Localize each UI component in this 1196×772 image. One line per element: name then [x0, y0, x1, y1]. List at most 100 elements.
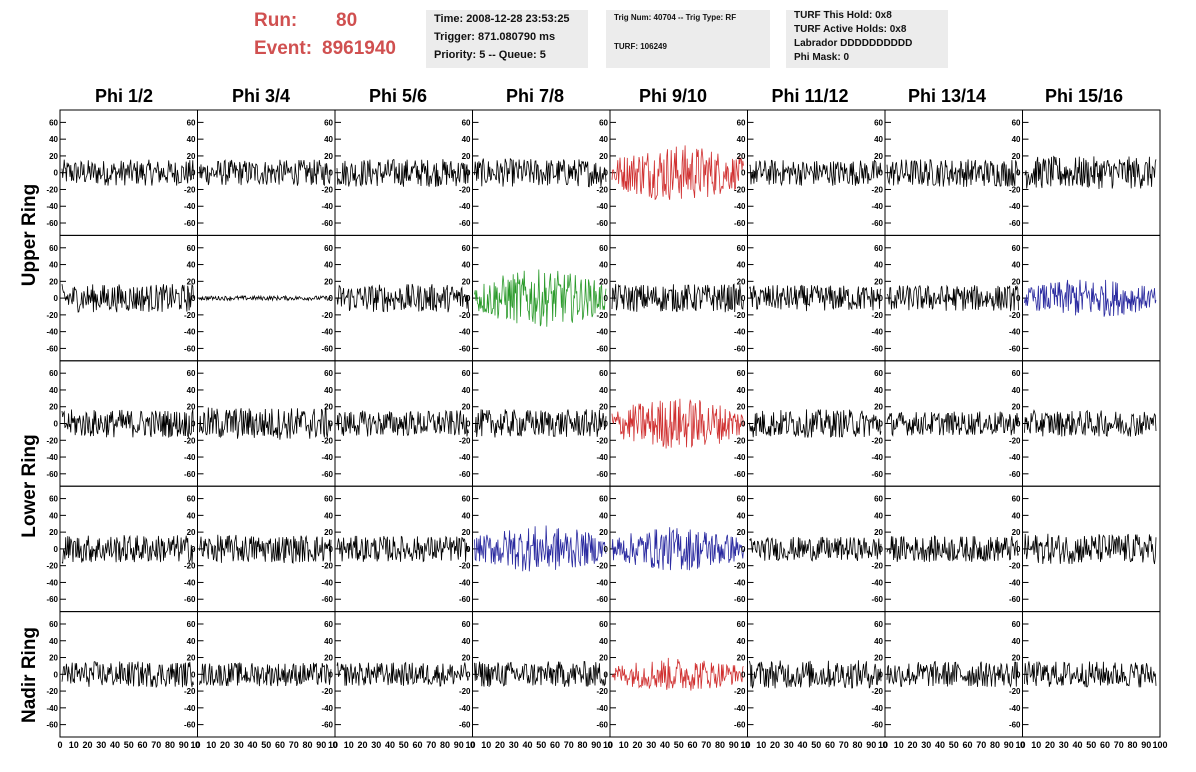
y-tick-label: 60 — [874, 244, 883, 253]
waveform-trace — [611, 657, 744, 691]
y-tick-label: -60 — [46, 219, 58, 228]
x-tick-label: 30 — [1059, 740, 1069, 750]
turf-hold-text: TURF This Hold: 0x8 — [794, 10, 892, 21]
y-tick-label: 60 — [49, 495, 58, 504]
y-tick-label: 20 — [187, 528, 196, 537]
y-tick-label: 0 — [741, 670, 746, 679]
x-tick-label: 30 — [921, 740, 931, 750]
y-tick-label: -40 — [871, 453, 883, 462]
y-tick-label: 60 — [874, 495, 883, 504]
col-title-phi-15-16: Phi 15/16 — [1044, 86, 1124, 106]
y-tick-label: -40 — [871, 704, 883, 713]
y-tick-label: 40 — [1012, 386, 1021, 395]
y-tick-label: -40 — [321, 328, 333, 337]
run-label: Run: — [254, 10, 298, 31]
y-tick-label: 0 — [191, 670, 196, 679]
y-tick-label: 20 — [49, 654, 58, 663]
x-tick-label: 10 — [740, 740, 750, 750]
x-tick-label: 30 — [509, 740, 519, 750]
y-tick-label: -20 — [1009, 185, 1021, 194]
y-tick-label: 40 — [599, 386, 608, 395]
x-tick-label: 40 — [660, 740, 670, 750]
y-tick-label: 20 — [599, 528, 608, 537]
y-tick-label: -60 — [184, 344, 196, 353]
y-tick-label: 60 — [462, 118, 471, 127]
waveform-trace — [199, 662, 332, 687]
y-tick-label: -40 — [734, 328, 746, 337]
y-tick-label: -40 — [734, 453, 746, 462]
y-tick-label: -20 — [871, 185, 883, 194]
y-tick-label: -60 — [459, 595, 471, 604]
y-tick-label: 0 — [466, 670, 471, 679]
y-tick-label: 0 — [879, 294, 884, 303]
y-tick-label: 40 — [599, 261, 608, 270]
y-tick-label: 40 — [324, 511, 333, 520]
waveform-trace — [199, 407, 332, 440]
panel-frame — [197, 109, 336, 236]
x-tick-label: 20 — [1045, 740, 1055, 750]
x-tick-label: 30 — [234, 740, 244, 750]
y-tick-label: 60 — [737, 244, 746, 253]
y-tick-label: 20 — [874, 654, 883, 663]
y-tick-label: 40 — [187, 637, 196, 646]
y-tick-label: 0 — [879, 420, 884, 429]
x-tick-label: 40 — [385, 740, 395, 750]
x-tick-label: 30 — [371, 740, 381, 750]
x-tick-label: 70 — [976, 740, 986, 750]
x-tick-label: 90 — [454, 740, 464, 750]
y-tick-label: 40 — [874, 261, 883, 270]
y-tick-label: 20 — [874, 152, 883, 161]
y-tick-label: -60 — [1009, 595, 1021, 604]
y-tick-label: 0 — [879, 169, 884, 178]
y-tick-label: 0 — [879, 670, 884, 679]
y-tick-label: 0 — [1016, 294, 1021, 303]
y-tick-label: -40 — [459, 202, 471, 211]
y-tick-label: -40 — [1009, 578, 1021, 587]
y-tick-label: -40 — [184, 453, 196, 462]
y-tick-label: -20 — [184, 687, 196, 696]
y-tick-label: 0 — [1016, 545, 1021, 554]
x-tick-label: 0 — [1020, 740, 1025, 750]
waveform-trace — [474, 269, 607, 327]
x-tick-label: 70 — [289, 740, 299, 750]
x-tick-label: 70 — [564, 740, 574, 750]
y-tick-label: -40 — [1009, 704, 1021, 713]
col-title-phi-9-10: Phi 9/10 — [638, 86, 708, 106]
y-tick-label: 40 — [49, 386, 58, 395]
y-tick-label: 40 — [874, 135, 883, 144]
y-tick-label: 20 — [324, 152, 333, 161]
y-tick-label: 20 — [874, 528, 883, 537]
y-tick-label: -60 — [734, 470, 746, 479]
y-tick-label: -60 — [596, 721, 608, 730]
x-tick-label: 40 — [247, 740, 257, 750]
y-tick-label: -20 — [184, 311, 196, 320]
x-tick-label: 80 — [990, 740, 1000, 750]
x-tick-label: 30 — [784, 740, 794, 750]
waveform-trace — [474, 409, 607, 438]
y-tick-label: -20 — [459, 185, 471, 194]
x-tick-label: 50 — [949, 740, 959, 750]
y-tick-label: -20 — [46, 185, 58, 194]
y-tick-label: -20 — [1009, 436, 1021, 445]
y-tick-label: -60 — [871, 595, 883, 604]
y-tick-label: -40 — [1009, 202, 1021, 211]
y-tick-label: 0 — [54, 420, 59, 429]
waveform-trace — [61, 283, 194, 313]
y-tick-label: -60 — [871, 470, 883, 479]
y-tick-label: 20 — [599, 403, 608, 412]
x-tick-label: 50 — [811, 740, 821, 750]
y-tick-label: 60 — [324, 118, 333, 127]
y-tick-label: 60 — [1012, 369, 1021, 378]
y-tick-label: -40 — [1009, 453, 1021, 462]
y-tick-label: 0 — [604, 545, 609, 554]
waveform-trace — [61, 409, 194, 439]
y-tick-label: -20 — [1009, 687, 1021, 696]
y-tick-label: 0 — [191, 169, 196, 178]
y-tick-label: 0 — [329, 420, 334, 429]
time-info-box: Time: 2008-12-28 23:53:25 Trigger: 871.0… — [426, 10, 588, 68]
x-tick-label: 20 — [907, 740, 917, 750]
waveform-trace — [749, 159, 882, 187]
x-tick-label: 10 — [206, 740, 216, 750]
y-tick-label: 20 — [324, 403, 333, 412]
y-tick-label: 60 — [599, 244, 608, 253]
